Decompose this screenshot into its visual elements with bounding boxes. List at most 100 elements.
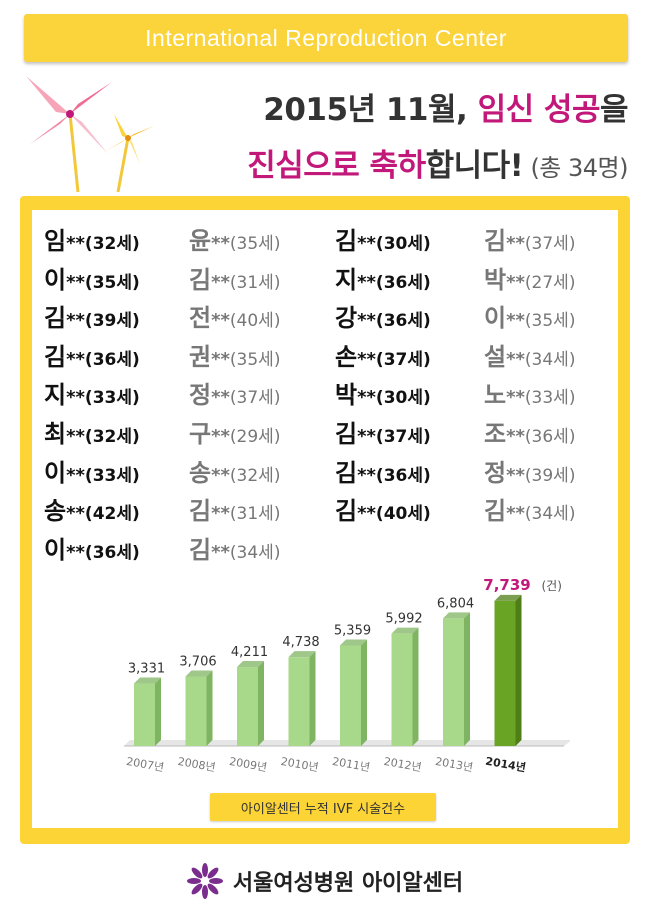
name-mask: **	[357, 233, 376, 254]
chart-value-label: 3,331	[128, 662, 165, 677]
name-entry: 김**(37세)	[484, 222, 614, 261]
chart-value-label: 4,738	[282, 635, 319, 650]
name-mask: **	[506, 233, 525, 254]
name-entry: 김**(31세)	[189, 492, 335, 531]
name-mask: **	[66, 464, 85, 486]
name-surname: 설	[484, 342, 507, 371]
chart-bar-top	[391, 627, 419, 634]
chart-bar-side	[309, 651, 316, 746]
name-surname: 최	[44, 419, 67, 448]
name-surname: 윤	[189, 227, 212, 255]
name-entry: 박**(30세)	[335, 376, 484, 415]
name-mask: **	[506, 464, 525, 486]
chart-bar-side	[155, 677, 161, 746]
name-entry: 임**(32세)	[44, 222, 189, 261]
name-entry: 윤**(35세)	[189, 222, 335, 261]
name-mask: **	[66, 310, 85, 332]
name-mask: **	[506, 310, 525, 332]
name-surname: 지	[335, 265, 358, 294]
chart-bar-top	[340, 639, 367, 646]
name-entry: 김**(34세)	[484, 492, 614, 531]
name-age: (31세)	[229, 504, 281, 525]
name-age: (36세)	[84, 542, 140, 563]
headline-congrats: 진심으로 축하	[247, 148, 426, 184]
name-surname: 김	[335, 458, 358, 487]
name-entry: 노**(33세)	[484, 376, 614, 415]
name-age: (35세)	[84, 272, 140, 293]
banner-title: International Reproduction Center	[145, 24, 507, 51]
name-age: (33세)	[524, 388, 576, 409]
name-mask: **	[211, 348, 230, 370]
name-age: (40세)	[375, 504, 431, 525]
chart-bar-top	[185, 670, 213, 677]
name-entry: 김**(36세)	[335, 454, 484, 493]
name-entry: 김**(37세)	[335, 415, 484, 454]
name-mask: **	[66, 503, 85, 525]
name-age: (30세)	[375, 234, 431, 254]
name-age: (37세)	[524, 234, 576, 254]
name-mask: **	[506, 387, 525, 409]
chart-bar	[237, 667, 258, 746]
headline-pregnancy: 임신	[477, 92, 535, 128]
name-age: (35세)	[229, 234, 281, 254]
name-age: (30세)	[375, 388, 431, 409]
name-entry: 김**(40세)	[335, 492, 484, 531]
name-entry: 권**(35세)	[189, 338, 335, 377]
name-mask: **	[211, 425, 230, 447]
name-mask: **	[66, 348, 85, 370]
chart-bar	[340, 645, 361, 746]
name-entry: 김**(39세)	[44, 299, 189, 338]
chart-category-label: 2009년	[228, 755, 268, 774]
name-entry: 박**(27세)	[484, 261, 614, 300]
name-surname: 전	[189, 304, 212, 333]
chart-value-label: 5,359	[334, 624, 371, 639]
name-mask: **	[506, 425, 525, 447]
name-entry: 최**(32세)	[44, 415, 189, 454]
name-surname: 김	[484, 497, 507, 526]
name-entry: 지**(36세)	[335, 261, 484, 300]
name-entry: 김**(36세)	[44, 338, 189, 377]
name-age: (36세)	[375, 465, 431, 486]
name-entry: 정**(39세)	[484, 454, 614, 493]
name-age: (39세)	[84, 311, 140, 332]
name-age: (27세)	[524, 272, 576, 293]
name-age: (34세)	[229, 542, 281, 563]
name-surname: 김	[335, 419, 358, 448]
name-entry: 설**(34세)	[484, 338, 614, 377]
name-surname: 강	[335, 304, 358, 333]
name-mask: **	[357, 503, 376, 525]
name-mask: **	[357, 425, 376, 447]
name-entry: 이**(35세)	[484, 299, 614, 338]
name-surname: 박	[484, 265, 507, 294]
name-age: (36세)	[375, 311, 431, 332]
pink-pinwheel-icon	[26, 76, 112, 193]
pinwheel-illustration	[26, 76, 154, 193]
name-surname: 노	[484, 381, 507, 410]
name-surname: 송	[44, 497, 67, 526]
name-age: (31세)	[229, 272, 281, 293]
headline-line-1: 2015년 11월, 임신 성공을	[263, 84, 628, 129]
names-grid: 임**(32세) 윤**(35세) 김**(30세) 김**(37세) 이**(35세)…	[44, 222, 614, 569]
name-mask: **	[211, 464, 230, 486]
name-mask: **	[357, 310, 376, 332]
name-entry: 조**(36세)	[484, 415, 614, 454]
ivf-bar-chart: 3,331 2007년 3,706 2008년 4,211 2009년 4,738 2010년…	[124, 576, 570, 774]
name-age: (35세)	[524, 311, 576, 332]
chart-bar	[494, 600, 516, 746]
name-entry: 김**(34세)	[189, 531, 335, 570]
name-mask: **	[357, 387, 376, 409]
headline-particle: 을	[599, 92, 629, 128]
chart-value-label: 4,211	[231, 645, 268, 660]
header-banner: International Reproduction Center	[24, 14, 628, 62]
name-mask: **	[357, 464, 376, 486]
name-surname: 이	[44, 458, 67, 487]
name-surname: 권	[189, 342, 212, 371]
name-age: (32세)	[84, 234, 140, 254]
name-surname: 지	[44, 381, 67, 410]
name-mask: **	[66, 425, 85, 447]
chart-bar-top	[134, 677, 161, 684]
name-mask: **	[506, 271, 525, 293]
name-mask: **	[506, 503, 525, 525]
name-age: (35세)	[229, 349, 281, 370]
chart-value-label: 5,992	[385, 612, 422, 627]
